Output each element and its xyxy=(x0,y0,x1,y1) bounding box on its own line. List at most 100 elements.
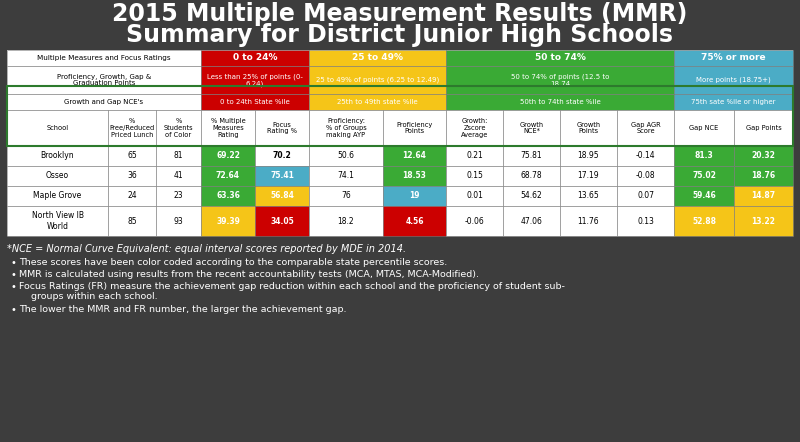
Bar xyxy=(503,146,560,166)
Text: 24: 24 xyxy=(127,191,137,201)
Text: -0.08: -0.08 xyxy=(636,171,655,180)
Text: 18.95: 18.95 xyxy=(578,152,599,160)
Text: Focus
Rating %: Focus Rating % xyxy=(267,122,297,134)
Bar xyxy=(617,186,674,206)
Text: 74.1: 74.1 xyxy=(338,171,354,180)
Bar xyxy=(674,50,793,66)
Bar xyxy=(383,166,446,186)
Text: 14.87: 14.87 xyxy=(751,191,775,201)
Bar xyxy=(255,186,309,206)
Bar xyxy=(503,166,560,186)
Bar xyxy=(383,146,446,166)
Bar xyxy=(7,186,108,206)
Bar xyxy=(309,110,383,146)
Bar xyxy=(309,166,383,186)
Text: Growth
NCE*: Growth NCE* xyxy=(519,122,543,134)
Bar xyxy=(617,166,674,186)
Bar xyxy=(255,146,309,166)
Text: 0 to 24th State %ile: 0 to 24th State %ile xyxy=(220,99,290,105)
Text: Growth:
Zscore
Average: Growth: Zscore Average xyxy=(461,118,488,138)
Bar xyxy=(156,206,201,236)
Bar xyxy=(560,206,617,236)
Text: MMR is calculated using results from the recent accountability tests (MCA, MTAS,: MMR is calculated using results from the… xyxy=(19,270,479,279)
Text: 68.78: 68.78 xyxy=(521,171,542,180)
Text: 20.32: 20.32 xyxy=(751,152,775,160)
Text: 36: 36 xyxy=(127,171,137,180)
Bar xyxy=(617,146,674,166)
Text: Growth and Gap NCE's: Growth and Gap NCE's xyxy=(65,99,143,105)
Bar xyxy=(674,146,734,166)
Text: Proficiency
Points: Proficiency Points xyxy=(396,122,433,134)
Bar xyxy=(446,94,674,110)
Text: 12.64: 12.64 xyxy=(402,152,426,160)
Bar xyxy=(309,94,446,110)
Bar xyxy=(560,166,617,186)
Bar xyxy=(734,166,793,186)
Text: 41: 41 xyxy=(174,171,183,180)
Bar xyxy=(446,146,503,166)
Text: 70.2: 70.2 xyxy=(273,152,291,160)
Bar xyxy=(7,66,201,94)
Text: 54.62: 54.62 xyxy=(521,191,542,201)
Bar xyxy=(201,94,309,110)
Bar xyxy=(446,66,674,94)
Text: Osseo: Osseo xyxy=(46,171,69,180)
Text: 59.46: 59.46 xyxy=(692,191,716,201)
Text: 17.19: 17.19 xyxy=(578,171,599,180)
Bar xyxy=(446,206,503,236)
Bar xyxy=(255,166,309,186)
Text: -0.14: -0.14 xyxy=(636,152,655,160)
Bar xyxy=(446,186,503,206)
Text: Gap Points: Gap Points xyxy=(746,125,782,131)
Text: 25 to 49%: 25 to 49% xyxy=(352,53,403,62)
Text: 93: 93 xyxy=(174,217,183,225)
Bar xyxy=(617,110,674,146)
Bar xyxy=(309,186,383,206)
Text: 50 to 74% of points (12.5 to
18.74: 50 to 74% of points (12.5 to 18.74 xyxy=(511,73,609,87)
Text: 39.39: 39.39 xyxy=(216,217,240,225)
Text: 18.76: 18.76 xyxy=(751,171,775,180)
Text: 76: 76 xyxy=(341,191,351,201)
Text: 0.07: 0.07 xyxy=(637,191,654,201)
Bar xyxy=(560,146,617,166)
Bar xyxy=(383,186,446,206)
Bar xyxy=(7,94,201,110)
Text: 4.56: 4.56 xyxy=(406,217,424,225)
Text: The lower the MMR and FR number, the larger the achievement gap.: The lower the MMR and FR number, the lar… xyxy=(19,305,346,314)
Bar xyxy=(446,50,674,66)
Bar xyxy=(503,186,560,206)
Text: 13.65: 13.65 xyxy=(578,191,599,201)
Text: •: • xyxy=(11,282,17,292)
Text: Proficiency:
% of Groups
making AYP: Proficiency: % of Groups making AYP xyxy=(326,118,366,138)
Bar xyxy=(560,186,617,206)
Bar xyxy=(108,110,156,146)
Bar xyxy=(674,166,734,186)
Bar xyxy=(503,206,560,236)
Bar xyxy=(108,206,156,236)
Text: 75th sate %ile or higher: 75th sate %ile or higher xyxy=(691,99,776,105)
Bar xyxy=(383,206,446,236)
Text: 0.01: 0.01 xyxy=(466,191,483,201)
Bar xyxy=(503,110,560,146)
Text: 13.22: 13.22 xyxy=(751,217,775,225)
Bar xyxy=(674,206,734,236)
Text: 75.02: 75.02 xyxy=(692,171,716,180)
Text: 65: 65 xyxy=(127,152,137,160)
Bar xyxy=(108,146,156,166)
Text: 52.88: 52.88 xyxy=(692,217,716,225)
Bar xyxy=(309,206,383,236)
Text: 23: 23 xyxy=(174,191,183,201)
Text: 0.13: 0.13 xyxy=(637,217,654,225)
Bar xyxy=(309,146,383,166)
Text: Less than 25% of points (0-
6.24): Less than 25% of points (0- 6.24) xyxy=(207,73,303,87)
Bar xyxy=(255,206,309,236)
Text: 75% or more: 75% or more xyxy=(701,53,766,62)
Text: 19: 19 xyxy=(410,191,420,201)
Text: 85: 85 xyxy=(127,217,137,225)
Bar xyxy=(7,206,108,236)
Bar xyxy=(446,110,503,146)
Bar xyxy=(7,146,108,166)
Bar xyxy=(201,66,309,94)
Bar xyxy=(617,206,674,236)
Text: 50.6: 50.6 xyxy=(338,152,354,160)
